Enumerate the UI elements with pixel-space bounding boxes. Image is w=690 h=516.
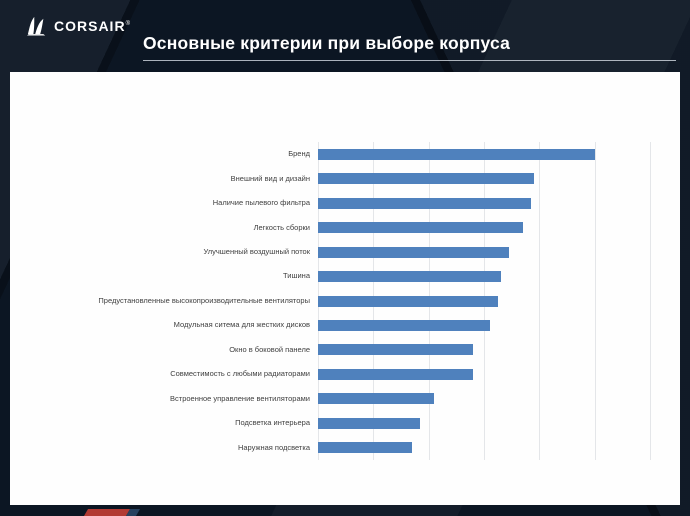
bar-area: [318, 442, 650, 454]
chart-panel: Бренд Внешний вид и дизайн Наличие пылевог…: [10, 72, 680, 505]
bottom-red-accent: [83, 509, 131, 516]
chart-row: Совместимость с любыми радиаторами: [20, 362, 650, 386]
category-label: Встроенное управление вентиляторами: [170, 393, 310, 403]
bar: [318, 173, 534, 185]
chart-row: Бренд: [20, 142, 650, 166]
vertical-gridline: [539, 142, 541, 460]
bar-area: [318, 417, 650, 429]
chart-row: Легкость сборки: [20, 215, 650, 239]
bar: [318, 222, 523, 234]
bar-area: [318, 393, 650, 405]
bar: [318, 417, 421, 429]
bar: [318, 320, 490, 332]
category-label: Бренд: [288, 149, 310, 159]
bar: [318, 271, 501, 283]
bar-area: [318, 344, 650, 356]
chart-row: Подсветка интерьера: [20, 411, 650, 435]
category-label: Модульная ситема для жестких дисков: [173, 320, 310, 330]
category-label: Окно в боковой панеле: [229, 344, 310, 354]
slide-title: Основные критерии при выборе корпуса: [143, 33, 511, 53]
chart-row: Тишина: [20, 264, 650, 288]
bar: [318, 344, 473, 356]
bar-area: [318, 295, 650, 307]
bar-area: [318, 197, 650, 209]
bar: [318, 197, 532, 209]
bar: [318, 148, 595, 160]
category-label: Совместимость с любыми радиаторами: [170, 369, 310, 379]
bar-area: [318, 320, 650, 332]
category-label: Подсветка интерьера: [235, 418, 310, 428]
vertical-gridline: [650, 142, 651, 460]
category-label: Внешний вид и дизайн: [230, 173, 310, 183]
category-label: Тишина: [283, 271, 310, 281]
category-label: Предустановленные высокопроизводительные…: [98, 295, 310, 305]
chart-row: Улучшенный воздушный поток: [20, 240, 650, 264]
corsair-logo-text: CORSAIR: [54, 18, 126, 34]
chart-rows: Бренд Внешний вид и дизайн Наличие пылевог…: [20, 142, 650, 460]
bar-area: [318, 173, 650, 185]
chart-row: Предустановленные высокопроизводительные…: [20, 289, 650, 313]
category-label: Наружная подсветка: [237, 442, 310, 452]
corsair-sails-icon: [27, 16, 46, 36]
category-label: Наличие пылевого фильтра: [212, 198, 310, 208]
bar: [318, 246, 509, 258]
corsair-logo: CORSAIR ®: [26, 16, 130, 36]
registered-trademark-symbol: ®: [125, 21, 130, 27]
bar: [318, 368, 473, 380]
category-label: Улучшенный воздушный поток: [203, 246, 310, 256]
chart-row: Модульная ситема для жестких дисков: [20, 313, 650, 337]
chart-row: Окно в боковой панеле: [20, 338, 650, 362]
chart-row: Встроенное управление вентиляторами: [20, 387, 650, 411]
chart-row: Внешний вид и дизайн: [20, 166, 650, 190]
bottom-blue-accent: [125, 509, 141, 516]
title-underline: [143, 60, 676, 61]
vertical-gridline: [594, 142, 596, 460]
bar: [318, 393, 435, 405]
bar: [318, 442, 413, 454]
bar-chart: Бренд Внешний вид и дизайн Наличие пылевог…: [20, 142, 651, 460]
bar: [318, 295, 498, 307]
bar-area: [318, 246, 650, 258]
chart-row: Наличие пылевого фильтра: [20, 191, 650, 215]
category-label: Легкость сборки: [253, 222, 310, 232]
title-block: Основные критерии при выборе корпуса: [143, 33, 676, 61]
chart-row: Наружная подсветка: [20, 436, 650, 460]
bar-area: [318, 222, 650, 234]
bar-area: [318, 271, 650, 283]
bar-area: [318, 368, 650, 380]
bar-area: [318, 148, 650, 160]
